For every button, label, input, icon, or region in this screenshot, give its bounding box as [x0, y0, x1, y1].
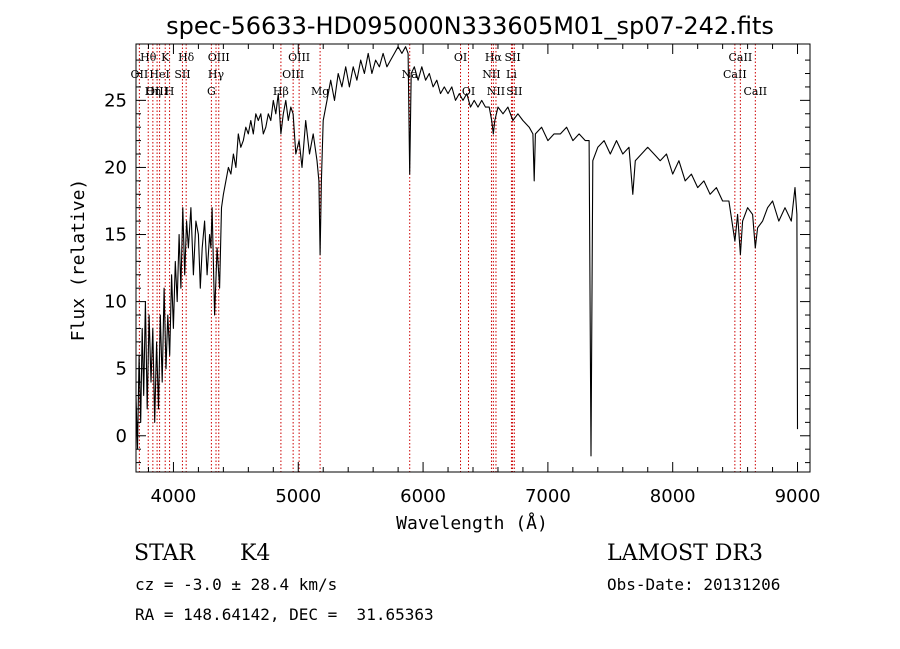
x-tick-label-0: 4000: [151, 486, 197, 507]
x-axis-label: Wavelength (Å): [396, 512, 548, 534]
y-tick-label-2: 10: [104, 292, 127, 313]
line-label-25: CaII: [729, 51, 753, 64]
y-tick-label-5: 25: [104, 90, 127, 111]
line-label-16: Na: [402, 68, 419, 81]
line-label-20: SII: [504, 51, 520, 64]
line-label-10: Hγ: [208, 68, 225, 81]
x-tick-label-5: 9000: [775, 486, 821, 507]
line-label-1: OII: [131, 68, 149, 81]
line-label-19: Hα: [485, 51, 503, 64]
spectral-subclass: K4: [240, 541, 270, 566]
redshift-cz: cz = -3.0 ± 28.4 km/s: [135, 575, 337, 594]
survey-name: LAMOST DR3: [607, 541, 763, 566]
spectrum-line: [135, 46, 799, 457]
line-label-18: OI: [462, 85, 475, 98]
y-axis-ticks: 0 5 10 15 20 25: [104, 59, 810, 464]
line-label-2: OIII: [146, 85, 168, 98]
line-label-21: NII: [482, 68, 500, 81]
line-label-6: H: [165, 85, 175, 98]
line-label-27: CaII: [743, 85, 767, 98]
line-label-5: Hη: [145, 85, 161, 98]
line-label-17: OI: [454, 51, 467, 64]
line-label-3: K: [161, 51, 170, 64]
observation-date: Obs-Date: 20131206: [607, 575, 780, 594]
x-tick-label-3: 7000: [525, 486, 571, 507]
spectral-line-labels: Hθ OII OIII K HeI Hη H SII Hδ OIII Hγ G OIII OIII Hβ Mg…: [131, 51, 768, 98]
plot-frame: [135, 43, 811, 473]
y-axis-label: Flux (relative): [68, 179, 89, 342]
x-axis-ticks: 4000 5000 6000 7000 8000 9000: [147, 44, 821, 507]
x-tick-label-2: 6000: [400, 486, 446, 507]
y-tick-label-1: 5: [116, 359, 127, 380]
x-tick-label-1: 5000: [275, 486, 321, 507]
line-label-26: CaII: [723, 68, 747, 81]
line-label-22: Li: [506, 68, 517, 81]
object-type: STAR: [134, 541, 196, 566]
line-label-8: Hδ: [178, 51, 195, 64]
line-label-15: Mg: [311, 85, 329, 98]
y-tick-label-4: 20: [104, 157, 127, 178]
line-label-7: SII: [174, 68, 190, 81]
line-label-0: Hθ: [140, 51, 157, 64]
line-label-4: HeI: [149, 68, 169, 81]
y-tick-label-0: 0: [116, 426, 127, 447]
line-label-12: OIII: [288, 51, 310, 64]
line-label-24: SII: [506, 85, 522, 98]
line-label-11: G: [207, 85, 216, 98]
line-label-23: NII: [487, 85, 505, 98]
chart-title: spec-56633-HD095000N333605M01_sp07-242.f…: [166, 12, 774, 40]
x-tick-label-4: 8000: [650, 486, 696, 507]
spectral-line-markers: [138, 44, 756, 472]
coordinates: RA = 148.64142, DEC = 31.65363: [135, 605, 434, 624]
line-label-9: OIII: [208, 51, 230, 64]
line-label-14: Hβ: [273, 85, 289, 98]
line-label-13: OIII: [282, 68, 304, 81]
y-tick-label-3: 15: [104, 225, 127, 246]
